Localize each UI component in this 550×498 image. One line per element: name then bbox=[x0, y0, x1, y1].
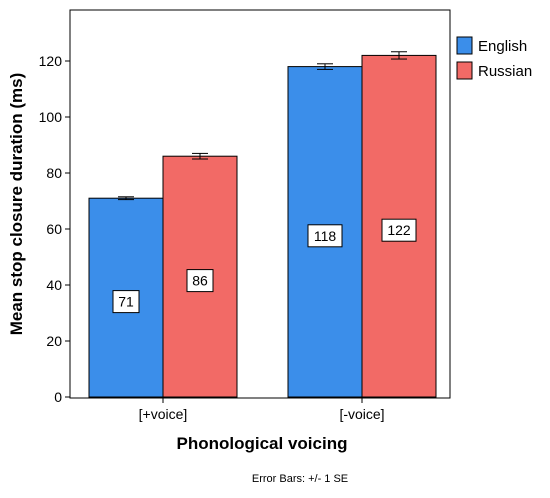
data-label: 86 bbox=[192, 273, 208, 289]
y-tick-label: 40 bbox=[46, 277, 62, 293]
legend: English Russian bbox=[456, 36, 532, 80]
y-tick-label: 120 bbox=[39, 53, 63, 69]
y-axis-label: Mean stop closure duration (ms) bbox=[7, 73, 26, 336]
x-axis-label: Phonological voicing bbox=[177, 434, 348, 453]
data-label-box bbox=[307, 224, 343, 248]
y-tick-label: 20 bbox=[46, 333, 62, 349]
y-tick-label: 0 bbox=[54, 389, 62, 405]
x-axis: [+voice] [-voice] bbox=[139, 398, 385, 422]
legend-swatch-russian bbox=[456, 61, 473, 80]
bars: 71 86 118 122 bbox=[88, 51, 437, 398]
y-tick-label: 60 bbox=[46, 221, 62, 237]
x-tick-label: [+voice] bbox=[139, 406, 188, 422]
x-tick-label: [-voice] bbox=[339, 406, 384, 422]
y-tick-label: 80 bbox=[46, 165, 62, 181]
data-label: 122 bbox=[387, 222, 411, 238]
data-label-box bbox=[186, 269, 214, 293]
error-bar-note: Error Bars: +/- 1 SE bbox=[252, 473, 348, 485]
bar-russian bbox=[361, 54, 437, 398]
data-label: 118 bbox=[314, 228, 337, 244]
data-label-box bbox=[381, 218, 417, 242]
y-axis: 0 20 40 60 80 100 120 bbox=[39, 53, 70, 405]
data-label-box bbox=[112, 290, 140, 314]
data-label: 71 bbox=[118, 294, 134, 310]
legend-label-english: English bbox=[478, 38, 527, 55]
legend-label-russian: Russian bbox=[478, 63, 532, 80]
legend-swatch-english bbox=[456, 36, 473, 55]
y-tick-label: 100 bbox=[39, 109, 63, 125]
